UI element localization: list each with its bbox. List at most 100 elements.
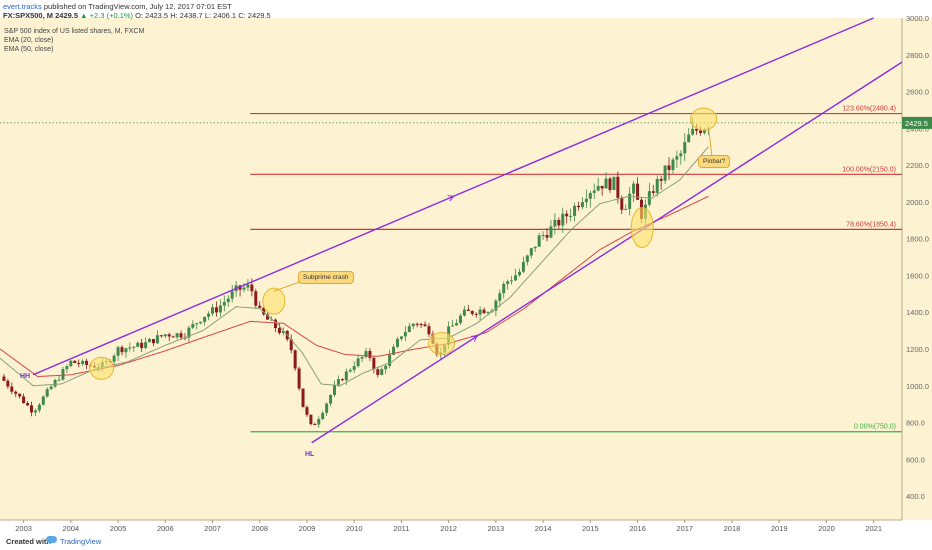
last-price-tag	[902, 116, 932, 129]
candle-body	[214, 307, 218, 313]
fib-level-label: 0.00%(750.0)	[854, 424, 896, 431]
candle-body	[344, 371, 348, 381]
callout-subprime-crash: Subprime crash	[298, 271, 354, 284]
author-link[interactable]: evert.tracks	[3, 2, 42, 11]
candle-body	[297, 368, 301, 389]
candle-body	[305, 407, 309, 415]
candle-body	[203, 316, 207, 322]
x-tick-label: 2016	[629, 524, 646, 533]
candle-body	[580, 202, 584, 208]
y-tick-label: 800.0	[906, 419, 925, 428]
candle-body	[502, 283, 506, 294]
candle-body	[61, 369, 65, 380]
candle-body	[49, 386, 53, 390]
candle-body	[470, 310, 474, 314]
ohlc-low: L: 2406.1	[204, 11, 237, 20]
candle-body	[14, 391, 18, 394]
candle-body	[368, 351, 372, 358]
price-axis-bg	[902, 18, 932, 520]
x-tick-label: 2008	[251, 524, 268, 533]
candle-body	[348, 369, 352, 372]
candle-body	[10, 386, 14, 392]
candle-body	[671, 159, 675, 170]
callout-pinbar: Pinbar?	[698, 155, 731, 168]
legend-series-title[interactable]: S&P 500 index of US listed shares, M, FX…	[4, 28, 145, 35]
candle-body	[604, 178, 608, 189]
trendline-arrow	[447, 195, 455, 202]
highlight-circle	[630, 207, 654, 249]
candle-body	[667, 165, 671, 170]
trendline-arrow	[471, 335, 478, 342]
tradingview-link[interactable]: TradingView	[60, 537, 102, 546]
x-tick-label: 2021	[865, 524, 882, 533]
candle-body	[207, 313, 211, 317]
fib-level-label: 78.60%(1850.4)	[846, 221, 896, 228]
candle-body	[148, 338, 152, 343]
published-text: published on TradingView.com, July 12, 2…	[43, 2, 232, 11]
y-tick-label: 3000.0	[906, 14, 929, 23]
candle-body	[309, 414, 313, 425]
candle-body	[333, 384, 337, 396]
candle-body	[616, 176, 620, 198]
candle-body	[159, 335, 163, 337]
candle-body	[65, 366, 69, 370]
candle-body	[569, 215, 573, 217]
candle-body	[691, 128, 695, 135]
candle-body	[77, 362, 81, 365]
candle-body	[262, 307, 266, 315]
candle-body	[549, 226, 553, 238]
candle-body	[336, 379, 340, 385]
callout-pointer	[708, 128, 713, 158]
candle-body	[254, 291, 258, 306]
candle-body	[482, 309, 486, 314]
ohlc-high: H: 2438.7	[170, 11, 203, 20]
x-tick-label: 2015	[582, 524, 599, 533]
candle-body	[517, 271, 521, 276]
x-tick-label: 2012	[440, 524, 457, 533]
legend-ema50[interactable]: EMA (50, close)	[4, 46, 54, 53]
candle-body	[258, 305, 262, 308]
candle-body	[628, 193, 632, 209]
candle-body	[321, 412, 325, 420]
candle-body	[403, 331, 407, 337]
candle-body	[588, 192, 592, 199]
candle-body	[380, 369, 384, 375]
candle-body	[73, 360, 77, 363]
candle-body	[313, 424, 317, 426]
candle-body	[632, 183, 636, 194]
highlight-circle	[690, 107, 718, 131]
header-line-2: FX:SPX500, M 2429.5 ▲ +2.3 (+0.1%) O: 24…	[3, 11, 271, 20]
candle-body	[175, 333, 179, 338]
candle-body	[679, 153, 683, 157]
candle-body	[124, 348, 128, 353]
candle-body	[45, 389, 49, 397]
candle-body	[136, 342, 140, 347]
candle-body	[636, 183, 640, 200]
x-tick-label: 2018	[724, 524, 741, 533]
candle-body	[57, 379, 61, 381]
x-tick-label: 2014	[535, 524, 552, 533]
y-tick-label: 2200.0	[906, 161, 929, 170]
candle-body	[392, 346, 396, 355]
ema20-line	[0, 146, 709, 387]
candle-body	[592, 190, 596, 193]
candle-body	[191, 323, 195, 328]
candle-body	[663, 165, 667, 181]
candle-body	[167, 334, 171, 337]
candle-body	[37, 404, 41, 411]
candle-body	[281, 330, 285, 333]
created-with-text: Created with	[6, 537, 52, 546]
candle-body	[222, 302, 226, 306]
candle-body	[451, 325, 455, 327]
x-tick-label: 2013	[488, 524, 505, 533]
candle-body	[612, 176, 616, 191]
legend-ema20[interactable]: EMA (20, close)	[4, 37, 54, 44]
x-tick-label: 2010	[346, 524, 363, 533]
candle-body	[22, 396, 26, 404]
symbol: FX:SPX500, M	[3, 11, 54, 20]
candle-body	[29, 405, 33, 413]
x-tick-label: 2020	[818, 524, 835, 533]
candle-body	[608, 178, 612, 191]
